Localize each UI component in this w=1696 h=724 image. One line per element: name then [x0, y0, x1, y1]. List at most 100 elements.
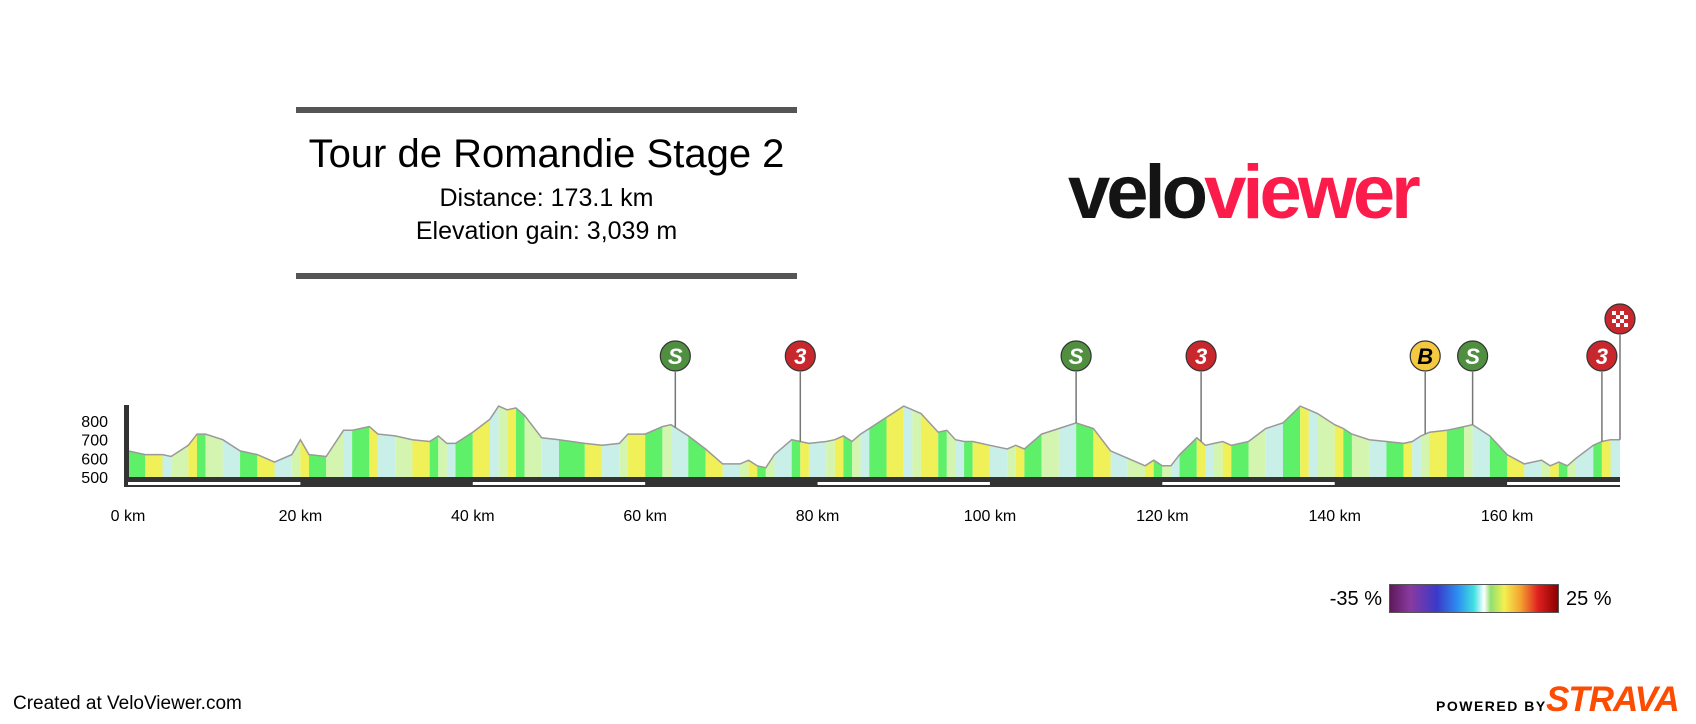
finish-flag-check	[1624, 315, 1628, 319]
profile-segment	[774, 439, 792, 477]
finish-flag-check	[1620, 319, 1624, 323]
profile-segment	[1231, 441, 1249, 477]
x-axis-stripe	[472, 482, 646, 485]
profile-segment	[912, 409, 921, 477]
profile-segment	[498, 406, 508, 477]
info-rule-bottom	[296, 273, 797, 279]
profile-segment	[1429, 430, 1447, 477]
profile-segment	[507, 407, 516, 477]
profile-segment	[1489, 435, 1508, 477]
profile-segment	[886, 406, 904, 477]
profile-segment	[1317, 413, 1335, 477]
profile-segment	[429, 435, 439, 477]
profile-segment	[765, 454, 775, 477]
profile-segment	[1308, 409, 1318, 477]
profile-segment	[671, 424, 689, 477]
profile-segment	[1265, 422, 1283, 477]
profile-segment	[352, 426, 370, 477]
powered-by-label: POWERED BY	[1436, 698, 1547, 714]
finish-flag-check	[1616, 323, 1620, 327]
profile-segment	[541, 437, 559, 477]
elevation-gain-text: Elevation gain: 3,039 m	[415, 217, 678, 245]
climb-marker[interactable]	[1586, 340, 1618, 372]
profile-segment	[162, 454, 172, 477]
profile-segment	[869, 417, 887, 477]
profile-segment	[1007, 445, 1016, 477]
x-tick-label: 60 km	[623, 508, 667, 525]
profile-segment	[946, 430, 956, 477]
profile-segment	[1463, 424, 1473, 477]
profile-segment	[1076, 422, 1094, 477]
finish-flag-check	[1612, 311, 1616, 315]
profile-segment	[1248, 428, 1266, 477]
profile-segment	[1550, 462, 1559, 477]
profile-segment	[955, 439, 965, 477]
x-tick-label: 40 km	[451, 508, 495, 525]
profile-segment	[584, 443, 603, 477]
profile-segment	[1110, 450, 1128, 477]
profile-segment	[1386, 441, 1404, 477]
profile-segment	[1446, 426, 1464, 477]
profile-segment	[222, 439, 241, 477]
profile-segment	[438, 435, 447, 477]
profile-segment	[1558, 462, 1568, 477]
distance-text: Distance: 173.1 km	[439, 184, 654, 212]
profile-segment	[722, 463, 740, 477]
profile-segment	[1601, 439, 1611, 477]
sprint-marker[interactable]	[659, 340, 691, 372]
profile-segment	[1524, 460, 1542, 477]
sprint-marker[interactable]	[1457, 340, 1489, 372]
profile-segment	[472, 419, 491, 477]
marker-label: 3	[1596, 344, 1608, 369]
profile-segment	[291, 439, 301, 477]
y-tick-label: 500	[81, 470, 108, 487]
x-axis-stripe	[1507, 482, 1620, 485]
profile-segment	[1196, 437, 1206, 477]
profile-segment	[1179, 437, 1197, 477]
profile-segment	[662, 424, 672, 477]
profile-segment	[920, 413, 939, 477]
profile-segment	[455, 432, 473, 477]
profile-segment	[145, 454, 163, 477]
profile-segment	[369, 426, 378, 477]
profile-segment	[1300, 406, 1309, 477]
profile-segment	[1058, 422, 1077, 477]
profile-segment	[619, 434, 628, 477]
x-tick-label: 0 km	[111, 508, 146, 525]
climb-marker[interactable]	[784, 340, 816, 372]
profile-segment	[791, 439, 801, 477]
profile-segment	[257, 454, 275, 477]
profile-segment	[524, 415, 542, 477]
marker-label: S	[1069, 344, 1084, 369]
profile-segment	[938, 430, 947, 477]
profile-segment	[1041, 428, 1059, 477]
x-axis-stripe	[817, 482, 990, 485]
marker-label: 3	[1195, 344, 1207, 369]
profile-segment	[1507, 454, 1525, 477]
profile-segment	[1403, 441, 1413, 477]
profile-segment	[1610, 439, 1620, 477]
logo-part-velo: velo	[1068, 150, 1208, 235]
profile-segment	[1593, 441, 1602, 477]
strava-logo: STRAVA	[1546, 680, 1680, 719]
finish-flag-check	[1616, 315, 1620, 319]
bonus-marker[interactable]	[1409, 340, 1441, 372]
finish-flag-check	[1624, 323, 1628, 327]
x-axis-stripe	[128, 482, 301, 485]
profile-segment	[1343, 428, 1352, 477]
profile-segment	[377, 434, 396, 477]
profile-segment	[972, 441, 990, 477]
y-tick-label: 600	[81, 451, 108, 468]
profile-segment	[826, 439, 835, 477]
climb-marker[interactable]	[1185, 340, 1217, 372]
x-tick-label: 20 km	[279, 508, 323, 525]
marker-label: S	[1465, 344, 1480, 369]
y-tick-label: 700	[81, 433, 108, 450]
x-tick-label: 160 km	[1481, 508, 1533, 525]
sprint-marker[interactable]	[1060, 340, 1092, 372]
profile-segment	[412, 439, 430, 477]
profile-segment	[171, 445, 189, 477]
profile-segment	[1015, 445, 1025, 477]
created-at-link[interactable]: Created at VeloViewer.com	[13, 693, 242, 714]
gradient-legend-max: 25 %	[1566, 588, 1612, 610]
